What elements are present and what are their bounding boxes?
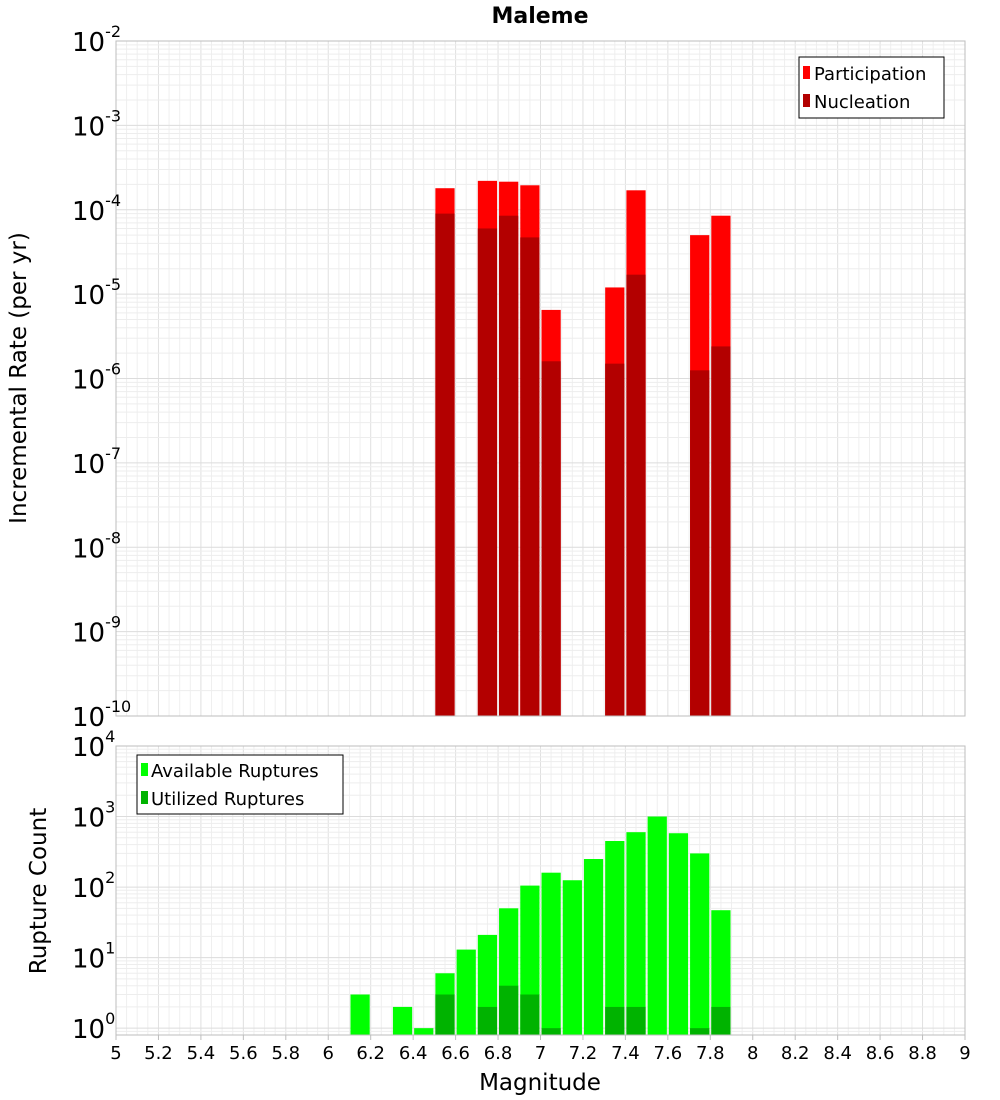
- rate-y-tick-label: 10-8: [72, 528, 121, 564]
- x-tick-label: 7.8: [696, 1043, 725, 1064]
- rate-bar-nucleation: [477, 228, 498, 716]
- x-tick-label: 5: [110, 1043, 121, 1064]
- rate-bar-nucleation: [690, 370, 710, 716]
- x-tick-label: 6.2: [356, 1043, 385, 1064]
- x-tick-label: 5.8: [271, 1043, 300, 1064]
- x-tick-label: 8.4: [823, 1043, 852, 1064]
- x-tick-label: 7: [535, 1043, 546, 1064]
- count-y-ticks: 100 101 102 103 104: [72, 727, 115, 1045]
- count-bar-available-ruptures: [541, 872, 561, 1035]
- x-tick-label: 7.4: [611, 1043, 640, 1064]
- rate-y-axis-label: Incremental Rate (per yr): [6, 232, 32, 524]
- nucleation-legend-swatch: [803, 94, 810, 107]
- x-tick-label: 5.6: [229, 1043, 258, 1064]
- count-y-tick-label: 103: [72, 798, 115, 834]
- available-legend-swatch: [141, 763, 148, 776]
- utilized-legend-label: Utilized Ruptures: [151, 789, 304, 810]
- rate-y-tick-label: 10-10: [72, 697, 131, 733]
- count-bar-available-ruptures: [414, 1028, 434, 1035]
- count-bar-utilized-ruptures: [711, 1006, 731, 1035]
- rate-legend-box: [798, 56, 945, 119]
- x-tick-label: 5.2: [144, 1043, 173, 1064]
- count-bar-utilized-ruptures: [605, 1006, 625, 1035]
- nucleation-legend-label: Nucleation: [814, 92, 910, 113]
- rate-bars: [435, 180, 731, 717]
- x-tick-label: 5.4: [187, 1043, 216, 1064]
- count-bar-utilized-ruptures: [477, 1006, 498, 1035]
- rate-y-tick-label: 10-4: [72, 191, 121, 227]
- count-bar-available-ruptures: [647, 816, 667, 1035]
- chart-title: Maleme: [491, 4, 588, 29]
- count-y-axis-label: Rupture Count: [26, 808, 52, 974]
- count-bar-available-ruptures: [711, 910, 731, 1035]
- count-bar-utilized-ruptures: [499, 985, 519, 1035]
- rate-bar-nucleation: [605, 363, 625, 716]
- available-legend-label: Available Ruptures: [151, 761, 319, 782]
- rate-bar-nucleation: [711, 346, 731, 716]
- count-bar-available-ruptures: [668, 833, 689, 1035]
- count-bar-utilized-ruptures: [626, 1006, 646, 1035]
- count-bar-available-ruptures: [626, 832, 646, 1035]
- x-tick-label: 9: [959, 1043, 970, 1064]
- count-bar-utilized-ruptures: [520, 994, 540, 1035]
- count-legend-box: [136, 754, 344, 815]
- rate-bar-nucleation: [435, 213, 455, 717]
- x-tick-label: 8.8: [908, 1043, 937, 1064]
- rate-bar-nucleation: [520, 237, 540, 716]
- count-bar-available-ruptures: [583, 859, 604, 1035]
- count-bar-available-ruptures: [350, 994, 370, 1035]
- count-y-tick-label: 104: [72, 727, 115, 763]
- count-bar-available-ruptures: [690, 853, 710, 1035]
- x-tick-label: 7.6: [654, 1043, 683, 1064]
- rate-y-tick-label: 10-7: [72, 444, 121, 480]
- count-bar-available-ruptures: [392, 1006, 413, 1035]
- x-tick-label: 8.2: [781, 1043, 810, 1064]
- participation-legend-swatch: [803, 66, 810, 79]
- x-tick-label: 8: [747, 1043, 758, 1064]
- rate-y-tick-label: 10-5: [72, 275, 121, 311]
- count-bar-utilized-ruptures: [435, 994, 455, 1035]
- x-tick-label: 8.6: [866, 1043, 895, 1064]
- rate-bar-nucleation: [541, 361, 561, 716]
- rate-y-tick-label: 10-3: [72, 106, 121, 142]
- rate-y-tick-label: 10-6: [72, 360, 121, 396]
- x-axis-label: Magnitude: [479, 1070, 601, 1096]
- count-y-tick-label: 101: [72, 939, 115, 975]
- rate-y-ticks: 10-10 10-9 10-8 10-7 10-6 10-5 10-4 10-3 10-2: [72, 22, 131, 733]
- x-tick-label: 6.4: [399, 1043, 428, 1064]
- count-bar-available-ruptures: [605, 841, 625, 1035]
- count-legend: Available Ruptures Utilized Ruptures: [136, 754, 344, 815]
- count-panel: 100 101 102 103 104 5 5.2 5.4 5.6 5.8 6 6.2 6.4 6.6 6…: [26, 727, 971, 1096]
- count-bar-utilized-ruptures: [541, 1028, 561, 1035]
- x-tick-label: 6: [323, 1043, 334, 1064]
- count-bar-available-ruptures: [456, 949, 476, 1035]
- x-tick-label: 7.2: [569, 1043, 598, 1064]
- rate-grid: [115, 41, 966, 717]
- rate-bar-nucleation: [499, 215, 519, 717]
- participation-legend-label: Participation: [814, 64, 926, 85]
- count-bars: [350, 816, 731, 1035]
- count-x-ticks: 5 5.2 5.4 5.6 5.8 6 6.2 6.4 6.6 6.8 7 7.2 7.4 7.6 7.8 8…: [110, 1035, 971, 1064]
- count-bar-utilized-ruptures: [690, 1028, 710, 1035]
- rate-legend: Participation Nucleation: [798, 56, 945, 119]
- count-y-tick-label: 102: [72, 868, 115, 904]
- rate-y-tick-label: 10-9: [72, 613, 121, 649]
- x-tick-label: 6.8: [484, 1043, 513, 1064]
- x-tick-label: 6.6: [441, 1043, 470, 1064]
- count-bar-available-ruptures: [562, 880, 582, 1035]
- utilized-legend-swatch: [141, 791, 148, 804]
- rate-y-tick-label: 10-2: [72, 22, 121, 58]
- rate-plot-border: [115, 40, 966, 717]
- rate-bar-nucleation: [626, 274, 646, 716]
- count-y-tick-label: 100: [72, 1009, 115, 1045]
- rate-panel: 10-10 10-9 10-8 10-7 10-6 10-5 10-4 10-3 10-2 In…: [6, 22, 966, 733]
